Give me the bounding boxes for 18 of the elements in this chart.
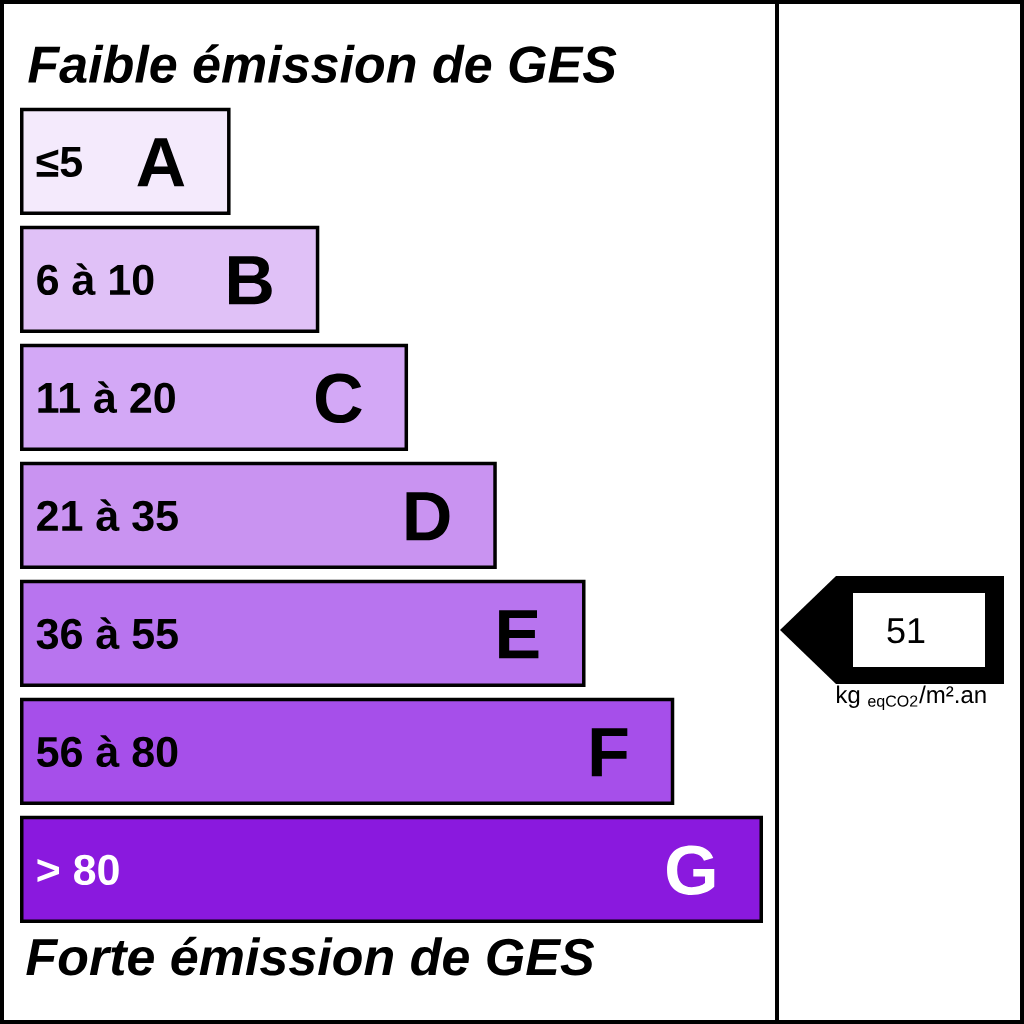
y-tick-label: F (591, 728, 628, 777)
annotation: 56 à 80 (36, 735, 178, 768)
y-tick-label: D (406, 492, 450, 541)
text: 51 (887, 618, 925, 644)
annotation: > 80 (37, 854, 119, 886)
annotation: ≤5 (36, 147, 82, 178)
annotation: 36 à 55 (36, 617, 178, 650)
annotation: 11 à 20 (38, 381, 175, 414)
annotation: 6 à 10 (37, 263, 154, 296)
y-tick-label: B (229, 256, 272, 305)
text: kg $_{eqCO2}$/m².an (837, 685, 986, 710)
annotation: 21 à 35 (37, 499, 178, 532)
y-tick-label: C (315, 373, 362, 424)
y-tick-label: G (667, 845, 715, 896)
y-tick-label: A (137, 138, 185, 187)
chart-title: Faible émission de GES (28, 44, 617, 84)
y-tick-label: E (499, 610, 539, 659)
text: Forte émission de GES (26, 936, 595, 976)
